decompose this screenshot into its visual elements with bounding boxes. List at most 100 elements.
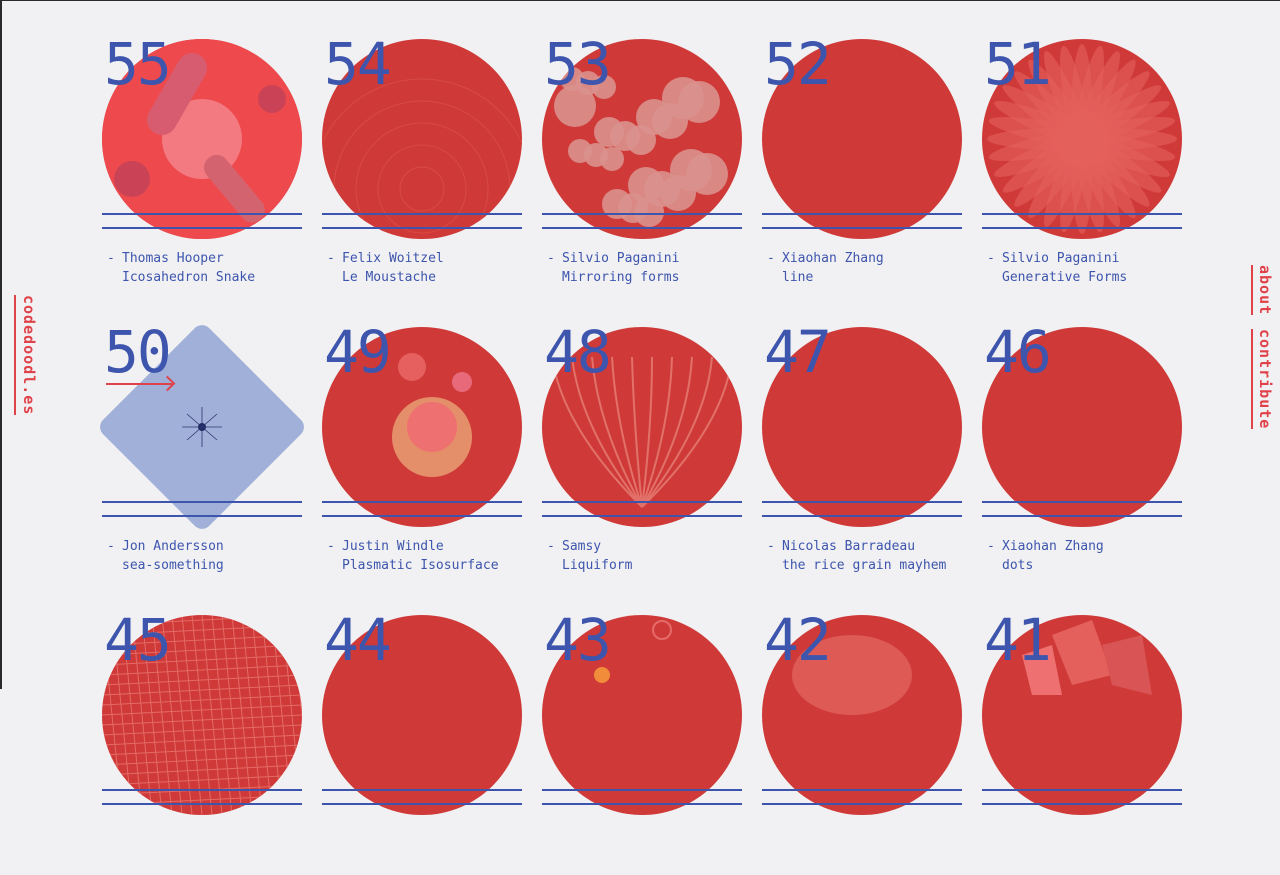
side-nav: about contribute xyxy=(1251,265,1274,430)
thumbnail-art xyxy=(594,620,672,683)
doodle-number: 54 xyxy=(324,30,392,98)
dash: - xyxy=(327,539,335,554)
doodle-author: Xiaohan Zhang xyxy=(782,251,884,266)
doodle-thumbnail[interactable] xyxy=(542,39,742,239)
doodle-card[interactable]: 47- Nicolas Barradeau the rice grain mayhe… xyxy=(762,323,966,587)
doodle-author: Justin Windle xyxy=(342,539,444,554)
doodle-thumbnail[interactable] xyxy=(542,327,742,527)
thumbnail-art xyxy=(392,353,472,477)
dash: - xyxy=(547,539,555,554)
doodle-caption[interactable]: - Thomas Hooper Icosahedron Snake xyxy=(107,249,255,287)
doodle-caption[interactable]: - Xiaohan Zhang dots xyxy=(987,537,1104,575)
dash: - xyxy=(767,539,775,554)
doodle-card[interactable]: 41 xyxy=(982,611,1186,875)
divider-line xyxy=(542,515,742,517)
doodle-author: Thomas Hooper xyxy=(122,251,224,266)
doodle-card[interactable]: 48- Samsy Liquiform xyxy=(542,323,746,587)
doodle-thumbnail[interactable] xyxy=(762,39,962,239)
doodle-number: 43 xyxy=(544,606,612,674)
doodle-thumbnail[interactable] xyxy=(95,320,309,534)
divider-line xyxy=(982,213,1182,215)
doodle-caption[interactable]: - Silvio Paganini Generative Forms xyxy=(987,249,1127,287)
doodle-author: Silvio Paganini xyxy=(562,251,680,266)
doodle-number: 46 xyxy=(984,318,1052,386)
dash: - xyxy=(987,251,995,266)
dash: - xyxy=(767,251,775,266)
doodle-caption[interactable]: - Xiaohan Zhang line xyxy=(767,249,884,287)
doodle-card[interactable]: 50 - Jon Andersson sea-something xyxy=(95,320,309,587)
divider-line xyxy=(322,501,522,503)
doodle-thumbnail[interactable] xyxy=(322,39,522,239)
doodle-caption[interactable]: - Jon Andersson sea-something xyxy=(107,537,224,575)
doodle-author: Samsy xyxy=(562,539,602,554)
doodle-card[interactable]: 53- Silvio Paganini Mirroring forms xyxy=(542,35,746,299)
thumbnail-art xyxy=(102,39,302,239)
thumbnail-art xyxy=(1022,620,1152,695)
doodle-author: Nicolas Barradeau xyxy=(782,539,916,554)
doodle-card[interactable]: 51- Silvio Paganini Generative Forms xyxy=(982,35,1186,299)
doodle-caption[interactable]: - Felix Woitzel Le Moustache xyxy=(327,249,444,287)
dash: - xyxy=(107,539,115,554)
doodle-number: 49 xyxy=(324,318,392,386)
doodle-card[interactable]: 46- Xiaohan Zhang dots xyxy=(982,323,1186,587)
doodle-card[interactable]: 52- Xiaohan Zhang line xyxy=(762,35,966,299)
divider-line xyxy=(762,515,962,517)
doodle-card[interactable]: 45 xyxy=(102,611,306,875)
dash: - xyxy=(327,251,335,266)
doodle-card[interactable]: 43 xyxy=(542,611,746,875)
doodle-number: 53 xyxy=(544,30,612,98)
doodle-title: Le Moustache xyxy=(342,270,436,285)
divider-line xyxy=(542,803,742,805)
doodle-number: 44 xyxy=(324,606,392,674)
doodle-number: 51 xyxy=(984,30,1052,98)
doodle-thumbnail[interactable] xyxy=(982,39,1182,239)
doodle-title: Icosahedron Snake xyxy=(122,270,256,285)
doodle-title: dots xyxy=(1002,558,1034,573)
divider-line xyxy=(982,803,1182,805)
doodle-card[interactable]: 55- Thomas Hooper Icosahedron Snake xyxy=(102,35,306,299)
nav-about[interactable]: about xyxy=(1251,265,1274,316)
divider-line xyxy=(762,789,962,791)
divider-line xyxy=(322,515,522,517)
doodle-card[interactable]: 49- Justin Windle Plasmatic Isosurface xyxy=(322,323,526,587)
thumbnail-art xyxy=(987,44,1177,234)
nav-contribute[interactable]: contribute xyxy=(1251,329,1274,430)
doodle-title: sea-something xyxy=(122,558,224,573)
doodle-card[interactable]: 42 xyxy=(762,611,966,875)
doodle-card[interactable]: 54- Felix Woitzel Le Moustache xyxy=(322,35,526,299)
divider-line xyxy=(102,227,302,229)
divider-line xyxy=(102,789,302,791)
doodle-title: Mirroring forms xyxy=(562,270,680,285)
divider-line xyxy=(322,789,522,791)
doodle-number: 42 xyxy=(764,606,832,674)
divider-line xyxy=(762,227,962,229)
divider-line xyxy=(102,501,302,503)
divider-line xyxy=(322,227,522,229)
doodle-thumbnail[interactable] xyxy=(322,327,522,527)
divider-line xyxy=(322,803,522,805)
doodle-number: 41 xyxy=(984,606,1052,674)
divider-line xyxy=(542,213,742,215)
thumbnail-art xyxy=(322,78,522,239)
thumbnail-art xyxy=(182,407,222,447)
divider-line xyxy=(102,803,302,805)
doodle-title: the rice grain mayhem xyxy=(782,558,947,573)
divider-line xyxy=(982,501,1182,503)
doodle-author: Silvio Paganini xyxy=(1002,251,1120,266)
doodle-caption[interactable]: - Nicolas Barradeau the rice grain mayhem xyxy=(767,537,946,575)
doodle-card[interactable]: 44 xyxy=(322,611,526,875)
divider-line xyxy=(762,501,962,503)
doodle-author: Xiaohan Zhang xyxy=(1002,539,1104,554)
doodle-caption[interactable]: - Samsy Liquiform xyxy=(547,537,632,575)
doodle-number: 48 xyxy=(544,318,612,386)
dash: - xyxy=(547,251,555,266)
divider-line xyxy=(102,213,302,215)
site-logo[interactable]: codedoodl.es xyxy=(14,295,38,416)
doodle-thumbnail[interactable] xyxy=(982,327,1182,527)
divider-line xyxy=(982,789,1182,791)
doodle-caption[interactable]: - Silvio Paganini Mirroring forms xyxy=(547,249,679,287)
doodle-title: Plasmatic Isosurface xyxy=(342,558,499,573)
doodle-thumbnail[interactable] xyxy=(102,39,302,239)
doodle-thumbnail[interactable] xyxy=(762,327,962,527)
doodle-caption[interactable]: - Justin Windle Plasmatic Isosurface xyxy=(327,537,499,575)
